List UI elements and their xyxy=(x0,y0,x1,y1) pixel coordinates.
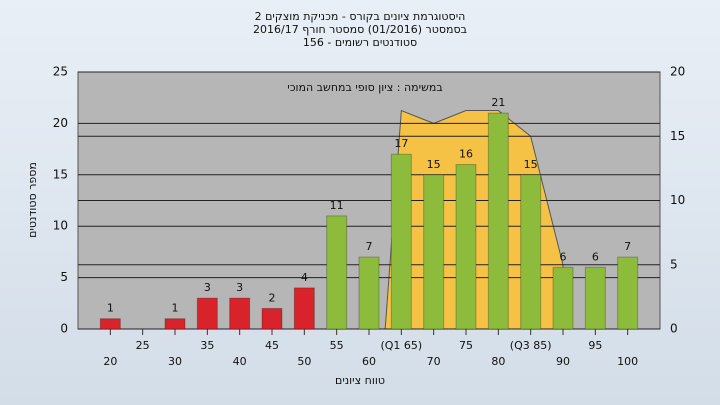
x-tick-label: 55 xyxy=(330,339,344,352)
bar xyxy=(99,318,121,330)
bar xyxy=(552,266,574,330)
y-tick-label: 5 xyxy=(60,270,68,284)
bar xyxy=(390,153,412,330)
data-label: 6 xyxy=(592,250,599,263)
bar xyxy=(229,297,251,330)
title-line: סטודנטים רשומים - 156 xyxy=(303,36,417,49)
data-label: 2 xyxy=(269,291,276,304)
bar xyxy=(520,174,542,330)
x-tick-label: 30 xyxy=(168,355,182,368)
bar xyxy=(261,307,283,330)
bar xyxy=(423,174,445,330)
y-tick-label: 15 xyxy=(53,167,68,181)
x-tick-label: (Q3 85) xyxy=(510,339,552,352)
x-tick-label: 80 xyxy=(491,355,505,368)
x-tick-label: 75 xyxy=(459,339,473,352)
bar xyxy=(326,215,348,330)
data-label: 3 xyxy=(236,281,243,294)
y2-tick-label: 15 xyxy=(670,129,685,143)
data-label: 7 xyxy=(366,240,373,253)
data-label: 11 xyxy=(330,199,344,212)
data-label: 3 xyxy=(204,281,211,294)
x-tick-label: 45 xyxy=(265,339,279,352)
x-tick-label: 50 xyxy=(297,355,311,368)
title-line: בסמסטר (01/2016) סמסטר חורף 2016/17 xyxy=(253,23,467,36)
y-tick-label: 25 xyxy=(53,65,68,79)
bar xyxy=(455,164,477,330)
y2-tick-label: 20 xyxy=(670,65,685,79)
annotation: במשימה : ציון סופי במחשב המוכי xyxy=(287,81,442,94)
bar xyxy=(293,287,315,330)
title-line: היסטוגרמת ציונים בקורס - מכניקת מוצקים 2 xyxy=(255,10,466,23)
data-label: 4 xyxy=(301,271,308,284)
y2-tick-label: 0 xyxy=(670,322,678,336)
data-label: 21 xyxy=(491,96,505,109)
x-tick-label: 25 xyxy=(136,339,150,352)
bar xyxy=(617,256,639,330)
bar xyxy=(487,112,509,330)
data-label: 15 xyxy=(524,158,538,171)
bar xyxy=(164,318,186,330)
y-tick-label: 10 xyxy=(53,219,68,233)
y-tick-label: 20 xyxy=(53,116,68,130)
x-tick-label: (Q1 65) xyxy=(380,339,422,352)
x-tick-label: 35 xyxy=(200,339,214,352)
x-tick-label: 100 xyxy=(617,355,638,368)
y2-tick-label: 5 xyxy=(670,257,678,271)
y-axis-label: מספר סטודנטים xyxy=(26,162,39,238)
x-tick-label: 90 xyxy=(556,355,570,368)
data-label: 17 xyxy=(394,137,408,150)
bar xyxy=(584,266,606,330)
data-label: 16 xyxy=(459,148,473,161)
y-tick-label: 0 xyxy=(60,322,68,336)
x-tick-label: 60 xyxy=(362,355,376,368)
x-axis-label: טווח ציונים xyxy=(335,374,385,387)
data-label: 1 xyxy=(172,302,179,315)
x-tick-label: 95 xyxy=(588,339,602,352)
bar xyxy=(358,256,380,330)
x-tick-label: 70 xyxy=(427,355,441,368)
bar xyxy=(196,297,218,330)
data-label: 6 xyxy=(560,250,567,263)
data-label: 7 xyxy=(624,240,631,253)
x-tick-label: 40 xyxy=(233,355,247,368)
x-tick-label: 20 xyxy=(103,355,117,368)
data-label: 15 xyxy=(427,158,441,171)
y2-tick-label: 10 xyxy=(670,193,685,207)
data-label: 1 xyxy=(107,302,114,315)
